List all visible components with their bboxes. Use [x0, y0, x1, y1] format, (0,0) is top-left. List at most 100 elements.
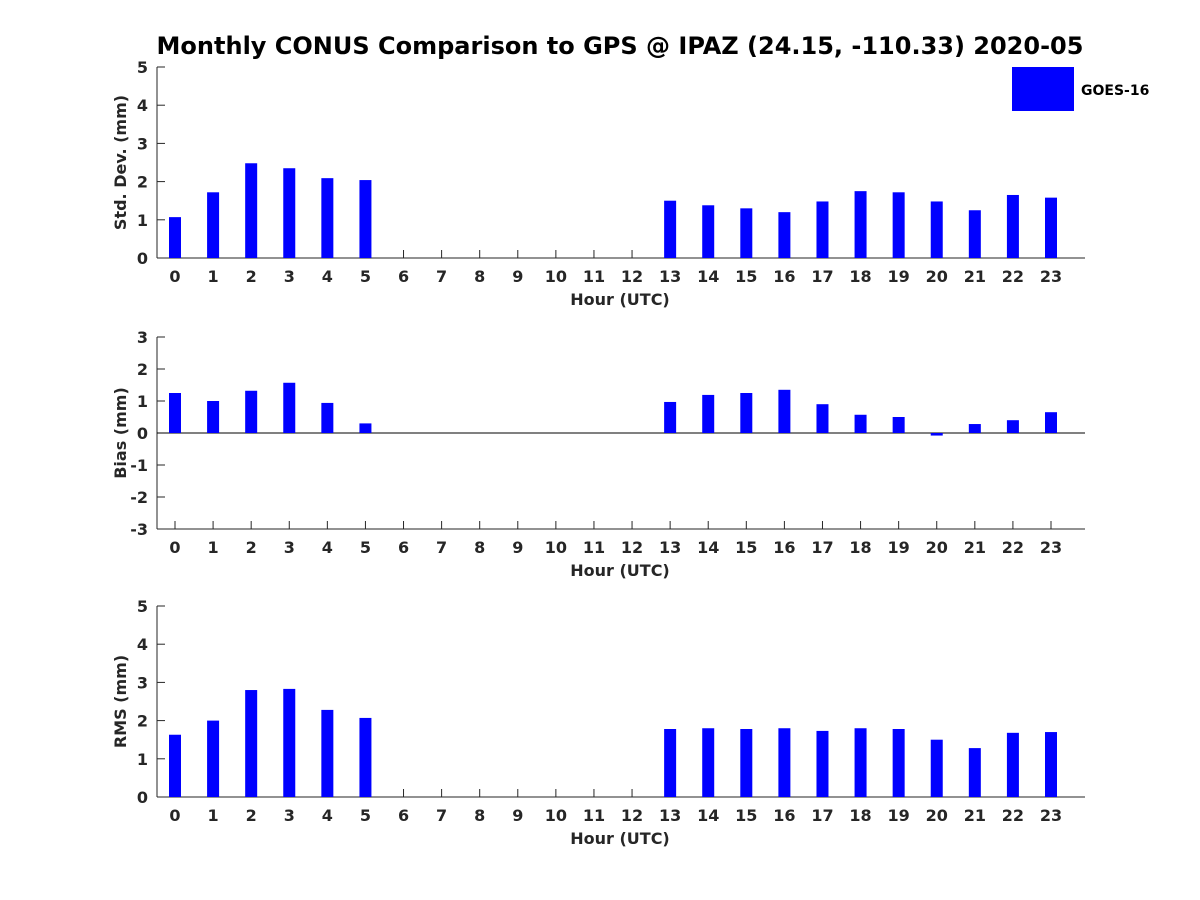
stddev-x-tick-label: 2 [246, 267, 257, 286]
stddev-x-tick-label: 20 [926, 267, 948, 286]
chart-title: Monthly CONUS Comparison to GPS @ IPAZ (… [157, 32, 1084, 60]
bias-x-tick-label: 6 [398, 538, 409, 557]
stddev-x-tick-label: 14 [697, 267, 719, 286]
stddev-bar [359, 180, 372, 258]
rms-x-tick-label: 21 [964, 806, 986, 825]
bias-x-tick-label: 16 [773, 538, 795, 557]
rms-x-tick-label: 23 [1040, 806, 1062, 825]
bias-bar [321, 402, 334, 433]
rms-bar [968, 748, 981, 797]
stddev-bar [283, 168, 296, 258]
bias-y-tick-label: 0 [137, 424, 148, 443]
rms-bar [740, 729, 753, 797]
stddev-x-tick-label: 21 [964, 267, 986, 286]
bias-x-tick-label: 11 [583, 538, 605, 557]
stddev-bar [1006, 194, 1019, 258]
bias-x-tick-label: 10 [545, 538, 567, 557]
rms-bar [321, 709, 334, 797]
bias-y-tick-label: -1 [130, 456, 148, 475]
rms-x-tick-label: 12 [621, 806, 643, 825]
rms-x-tick-label: 9 [512, 806, 523, 825]
bias-bar [169, 393, 181, 433]
rms-x-tick-label: 10 [545, 806, 567, 825]
rms-bar [1006, 732, 1019, 797]
stddev-y-tick-label: 0 [137, 249, 148, 268]
stddev-x-tick-label: 18 [849, 267, 871, 286]
stddev-x-tick-label: 10 [545, 267, 567, 286]
bias-y-tick-label: -3 [130, 520, 148, 539]
bias-bar [778, 389, 791, 433]
bias-y-tick-label: 3 [137, 328, 148, 347]
stddev-y-tick-label: 1 [137, 211, 148, 230]
bias-x-tick-label: 5 [360, 538, 371, 557]
bias-x-tick-label: 19 [888, 538, 910, 557]
stddev-x-tick-label: 3 [284, 267, 295, 286]
bias-x-tick-label: 8 [474, 538, 485, 557]
bias-x-tick-label: 15 [735, 538, 757, 557]
stddev-x-tick-label: 13 [659, 267, 681, 286]
rms-x-tick-label: 17 [811, 806, 833, 825]
stddev-bar [740, 208, 753, 258]
stddev-x-tick-label: 19 [888, 267, 910, 286]
bias-bar [359, 423, 372, 433]
bias-y-tick-label: 1 [137, 392, 148, 411]
stddev-x-axis-label: Hour (UTC) [570, 290, 670, 309]
rms-x-tick-label: 3 [284, 806, 295, 825]
rms-y-tick-label: 3 [137, 673, 148, 692]
bias-bar [930, 433, 943, 436]
stddev-x-tick-label: 0 [169, 267, 180, 286]
bias-x-tick-label: 18 [849, 538, 871, 557]
rms-bar [1045, 732, 1057, 797]
bias-y-axis-label: Bias (mm) [111, 387, 130, 479]
rms-x-tick-label: 14 [697, 806, 719, 825]
bias-x-tick-label: 22 [1002, 538, 1024, 557]
bias-x-tick-label: 2 [246, 538, 257, 557]
bias-y-tick-label: -2 [130, 488, 148, 507]
bias-bar [245, 390, 258, 433]
stddev-x-tick-label: 11 [583, 267, 605, 286]
rms-x-tick-label: 8 [474, 806, 485, 825]
bias-bar [854, 414, 867, 433]
bias-x-tick-label: 14 [697, 538, 719, 557]
bias-x-axis-label: Hour (UTC) [570, 561, 670, 580]
bias-x-tick-label: 1 [208, 538, 219, 557]
rms-x-tick-label: 0 [169, 806, 180, 825]
stddev-bar [664, 200, 677, 258]
bias-x-tick-label: 13 [659, 538, 681, 557]
rms-y-axis-label: RMS (mm) [111, 655, 130, 748]
stddev-y-tick-label: 3 [137, 134, 148, 153]
bias-x-tick-label: 21 [964, 538, 986, 557]
bias-x-tick-label: 23 [1040, 538, 1062, 557]
stddev-y-tick-label: 2 [137, 173, 148, 192]
stddev-x-tick-label: 1 [208, 267, 219, 286]
rms-x-tick-label: 4 [322, 806, 333, 825]
legend-swatch [1012, 67, 1074, 111]
rms-y-tick-label: 5 [137, 597, 148, 616]
stddev-x-tick-label: 17 [811, 267, 833, 286]
stddev-y-tick-label: 4 [137, 96, 148, 115]
bias-bar [283, 382, 296, 433]
rms-x-tick-label: 18 [849, 806, 871, 825]
rms-x-tick-label: 20 [926, 806, 948, 825]
stddev-bar [702, 205, 715, 258]
rms-bar [283, 688, 296, 797]
stddev-bar [778, 212, 791, 258]
stddev-bar [854, 191, 867, 258]
stddev-x-tick-label: 5 [360, 267, 371, 286]
stddev-y-tick-label: 5 [137, 58, 148, 77]
rms-y-tick-label: 0 [137, 788, 148, 807]
stddev-x-tick-label: 6 [398, 267, 409, 286]
bias-bar [207, 401, 220, 433]
stddev-x-tick-label: 15 [735, 267, 757, 286]
bias-bar [968, 424, 981, 433]
bias-x-tick-label: 9 [512, 538, 523, 557]
bias-x-tick-label: 3 [284, 538, 295, 557]
stddev-x-tick-label: 12 [621, 267, 643, 286]
rms-x-tick-label: 5 [360, 806, 371, 825]
bias-x-tick-label: 4 [322, 538, 333, 557]
rms-bar [359, 717, 372, 797]
stddev-bar [321, 178, 334, 258]
